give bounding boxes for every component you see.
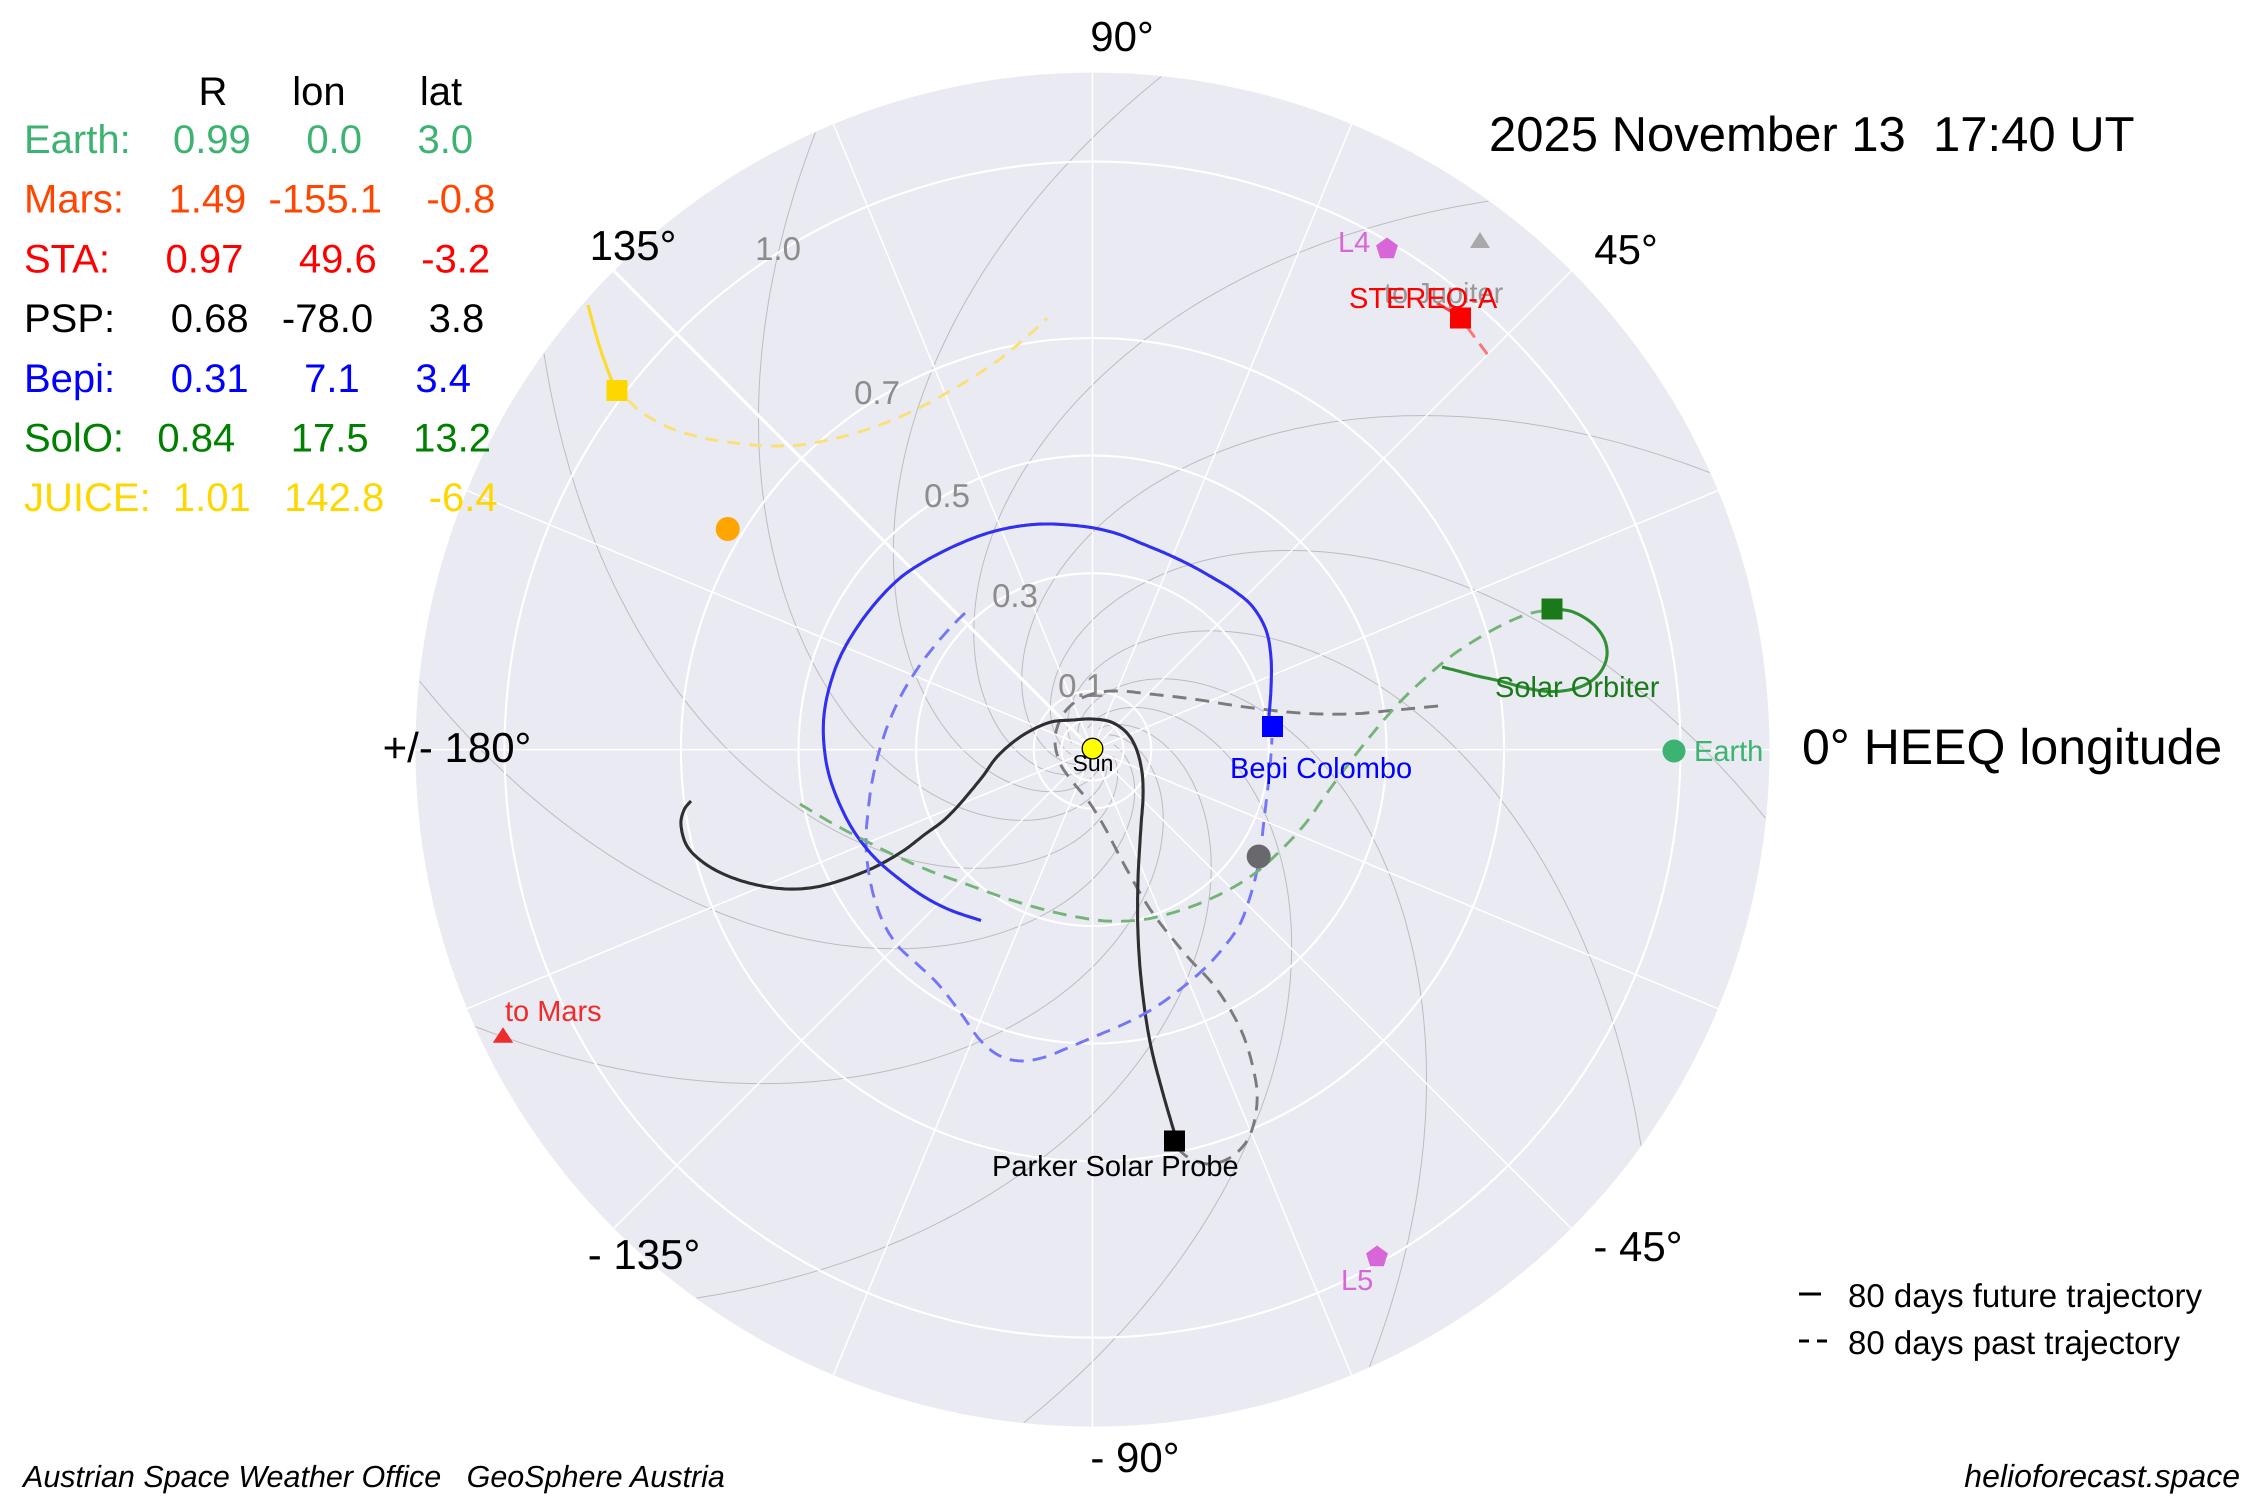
svg-text:to Jupiter: to Jupiter (1384, 278, 1504, 310)
svg-text:STA: 0.97 49.6 -3.2: STA: 0.97 49.6 -3.2 (24, 237, 490, 281)
svg-text:Earth: 0.99 0.0 3.0: Earth: 0.99 0.0 3.0 (24, 118, 473, 162)
svg-text:R: R (199, 70, 228, 114)
svg-text:L5: L5 (1341, 1265, 1373, 1297)
svg-text:45°: 45° (1594, 226, 1658, 273)
svg-text:90°: 90° (1090, 13, 1154, 60)
svg-text:0.1: 0.1 (1058, 667, 1104, 704)
svg-text:- 135°: - 135° (588, 1231, 701, 1278)
svg-text:- 90°: - 90° (1090, 1434, 1179, 1481)
svg-text:Solar Orbiter: Solar Orbiter (1495, 672, 1660, 704)
svg-text:1.0: 1.0 (755, 230, 801, 267)
svg-text:Bepi Colombo: Bepi Colombo (1230, 753, 1412, 785)
svg-text:to Mars: to Mars (505, 996, 602, 1028)
svg-text:Bepi: 0.31 7.1 3.4: Bepi: 0.31 7.1 3.4 (24, 357, 471, 401)
svg-text:2025 November 13 17:40 UT: 2025 November 13 17:40 UT (1489, 108, 2135, 162)
svg-text:Earth: Earth (1694, 736, 1763, 768)
svg-text:SolO: 0.84 17.5 13.2: SolO: 0.84 17.5 13.2 (24, 417, 491, 461)
svg-text:Parker Solar Probe: Parker Solar Probe (992, 1151, 1239, 1183)
svg-text:PSP: 0.68 -78.0 3.8: PSP: 0.68 -78.0 3.8 (24, 297, 484, 341)
svg-text:80 days past trajectory: 80 days past trajectory (1848, 1324, 2180, 1361)
svg-text:STEREO-A: STEREO-A (1349, 283, 1498, 315)
svg-text:L4: L4 (1338, 227, 1370, 259)
svg-text:lat: lat (420, 70, 462, 114)
svg-text:Mars: 1.49 -155.1 -0.8: Mars: 1.49 -155.1 -0.8 (24, 178, 495, 222)
svg-text:0.5: 0.5 (924, 477, 970, 514)
svg-text:Austrian Space Weather Office: Austrian Space Weather Office GeoSphere … (21, 1460, 725, 1494)
svg-text:0.7: 0.7 (854, 374, 900, 411)
svg-text:135°: 135° (590, 222, 677, 269)
svg-text:80 days future trajectory: 80 days future trajectory (1848, 1277, 2203, 1314)
svg-text:0.3: 0.3 (992, 577, 1038, 614)
svg-text:Sun: Sun (1073, 750, 1114, 776)
svg-text:helioforecast.space: helioforecast.space (1964, 1458, 2240, 1494)
svg-text:- 45°: - 45° (1593, 1223, 1682, 1270)
svg-text:0° HEEQ longitude: 0° HEEQ longitude (1802, 719, 2222, 775)
svg-text:JUICE: 1.01 142.8 -6.4: JUICE: 1.01 142.8 -6.4 (24, 476, 498, 520)
svg-text:+/- 180°: +/- 180° (383, 724, 532, 771)
svg-text:lon: lon (292, 70, 345, 114)
